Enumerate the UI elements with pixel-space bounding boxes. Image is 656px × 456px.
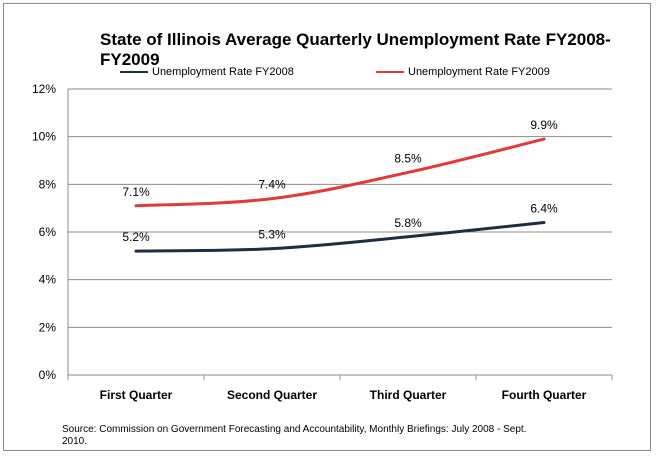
data-label: 5.8% <box>394 216 422 230</box>
y-tick-label: 6% <box>39 225 57 239</box>
series-line-0 <box>134 220 546 253</box>
series-line-1 <box>134 137 546 208</box>
x-tick-label: Second Quarter <box>227 388 317 402</box>
x-tick-label: Fourth Quarter <box>502 388 587 402</box>
data-label: 8.5% <box>394 151 422 165</box>
data-label: 9.9% <box>530 118 558 132</box>
data-label: 5.3% <box>258 228 286 242</box>
x-tick-label: First Quarter <box>100 388 173 402</box>
legend-label-fy2009: Unemployment Rate FY2009 <box>408 66 550 78</box>
legend-label-fy2008: Unemployment Rate FY2008 <box>152 66 294 78</box>
y-tick-label: 4% <box>39 273 57 287</box>
data-label: 6.4% <box>530 201 558 215</box>
chart-title: State of Illinois Average Quarterly Unem… <box>100 30 611 69</box>
legend-item-fy2008: Unemployment Rate FY2008 <box>120 66 294 78</box>
source-note: Source: Commission on Government Forecas… <box>62 424 527 447</box>
y-tick-label: 12% <box>32 82 56 96</box>
y-tick-label: 8% <box>39 177 57 191</box>
y-tick-label: 10% <box>32 130 56 144</box>
y-tick-label: 2% <box>39 320 57 334</box>
legend-swatch-fy2009 <box>376 71 404 73</box>
y-tick-label: 0% <box>39 368 57 382</box>
legend-item-fy2009: Unemployment Rate FY2009 <box>376 66 550 78</box>
legend-swatch-fy2008 <box>120 71 148 73</box>
data-label: 7.1% <box>122 185 150 199</box>
x-tick-label: Third Quarter <box>370 388 447 402</box>
chart-frame <box>3 3 651 451</box>
data-label: 5.2% <box>122 230 150 244</box>
data-label: 7.4% <box>258 178 286 192</box>
